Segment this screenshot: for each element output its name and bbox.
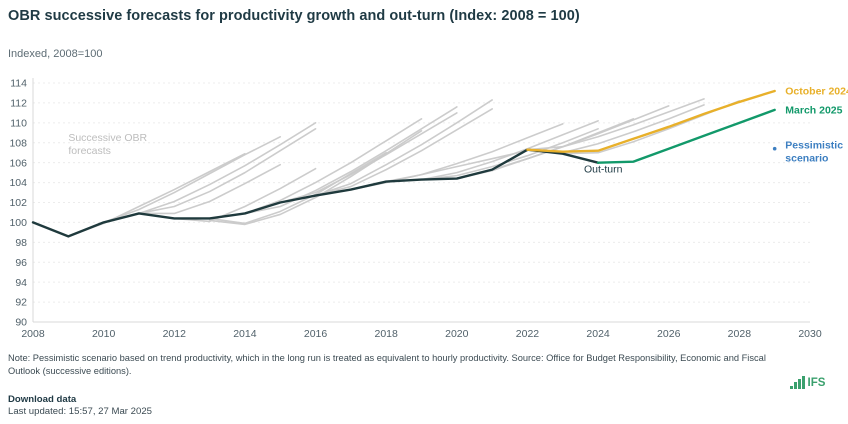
annotation-successive-obr-forecasts: Successive OBR forecasts	[68, 132, 147, 157]
series-line-october-2024	[526, 89, 776, 153]
x-axis-tick-2022: 2022	[516, 328, 540, 340]
x-axis-tick-2030: 2030	[798, 328, 822, 340]
chart-note: Note: Pessimistic scenario based on tren…	[8, 353, 766, 376]
y-axis-tick-100: 100	[9, 217, 27, 229]
successive-forecast-line-19	[138, 163, 282, 215]
successive-forecast-line-20	[244, 118, 423, 215]
page-title: OBR successive forecasts for productivit…	[8, 8, 580, 24]
y-axis-tick-98: 98	[15, 237, 27, 249]
successive-forecast-line-3	[138, 128, 317, 215]
y-axis-tick-112: 112	[10, 98, 27, 110]
ifs-logo-text: IFS	[807, 377, 826, 389]
y-axis-tick-114: 114	[10, 78, 27, 90]
plot-area: 90 92 94 96 98 100 102 104 106 108 110 112 114 2008 20…	[0, 68, 848, 348]
y-axis-tick-106: 106	[9, 157, 27, 169]
successive-forecast-line-15	[491, 105, 670, 171]
successive-forecast-line-0	[67, 152, 246, 238]
successive-forecast-line-10	[314, 99, 493, 197]
chart-subtitle: Indexed, 2008=100	[8, 48, 103, 60]
download-data-link[interactable]: Download data	[8, 394, 76, 405]
successive-forecast-line-2	[138, 122, 317, 215]
annotation-october-2024: October 2024	[785, 86, 848, 98]
successive-forecast-line-13	[420, 128, 599, 181]
annotation-pessimistic-scenario: Pessimistic scenario	[785, 140, 843, 165]
successive-forecast-line-8	[279, 112, 458, 204]
x-axis-tick-2010: 2010	[92, 328, 116, 340]
x-axis-tick-2016: 2016	[304, 328, 328, 340]
y-axis-tick-94: 94	[15, 277, 27, 289]
successive-forecast-line-5	[208, 151, 387, 225]
x-axis-tick-2008: 2008	[21, 328, 45, 340]
ifs-logo: IFS	[790, 376, 825, 389]
successive-forecast-line-4	[173, 167, 317, 223]
y-axis-tick-90: 90	[15, 317, 27, 329]
series-line-march-2025	[596, 108, 776, 164]
annotation-march-2025: March 2025	[785, 104, 842, 116]
y-axis-tick-110: 110	[10, 117, 27, 129]
x-axis-tick-2014: 2014	[233, 328, 257, 340]
x-axis-tick-2024: 2024	[586, 328, 610, 340]
annotation-out-turn: Out-turn	[584, 164, 623, 176]
y-axis-tick-108: 108	[9, 137, 27, 149]
successive-forecast-line-7	[244, 106, 458, 215]
bar-chart-icon	[790, 376, 805, 389]
x-axis-tick-2026: 2026	[657, 328, 681, 340]
x-axis-tick-2020: 2020	[445, 328, 469, 340]
series-line-out-turn	[31, 148, 600, 238]
successive-forecast-line-16	[526, 98, 705, 151]
successive-forecast-line-9	[314, 108, 493, 197]
y-axis-tick-104: 104	[9, 177, 27, 189]
download-data-anchor[interactable]: Download data	[8, 394, 77, 405]
x-axis-tick-2018: 2018	[375, 328, 399, 340]
successive-forecast-line-21	[420, 120, 599, 181]
y-axis-tick-92: 92	[15, 297, 27, 309]
pessimistic-scenario-marker	[772, 146, 777, 151]
line-chart-svg: 90 92 94 96 98 100 102 104 106 108 110 112 114 2008 20…	[9, 78, 848, 340]
successive-forecast-line-6	[208, 130, 423, 226]
successive-forecast-line-1	[102, 135, 282, 224]
y-axis-tick-96: 96	[15, 257, 27, 269]
x-axis-tick-2028: 2028	[728, 328, 752, 340]
successive-forecast-line-12	[385, 123, 564, 183]
last-updated-text: Last updated: 15:57, 27 Mar 2025	[8, 406, 153, 417]
y-axis-tick-102: 102	[9, 197, 27, 209]
x-axis-tick-2012: 2012	[163, 328, 187, 340]
